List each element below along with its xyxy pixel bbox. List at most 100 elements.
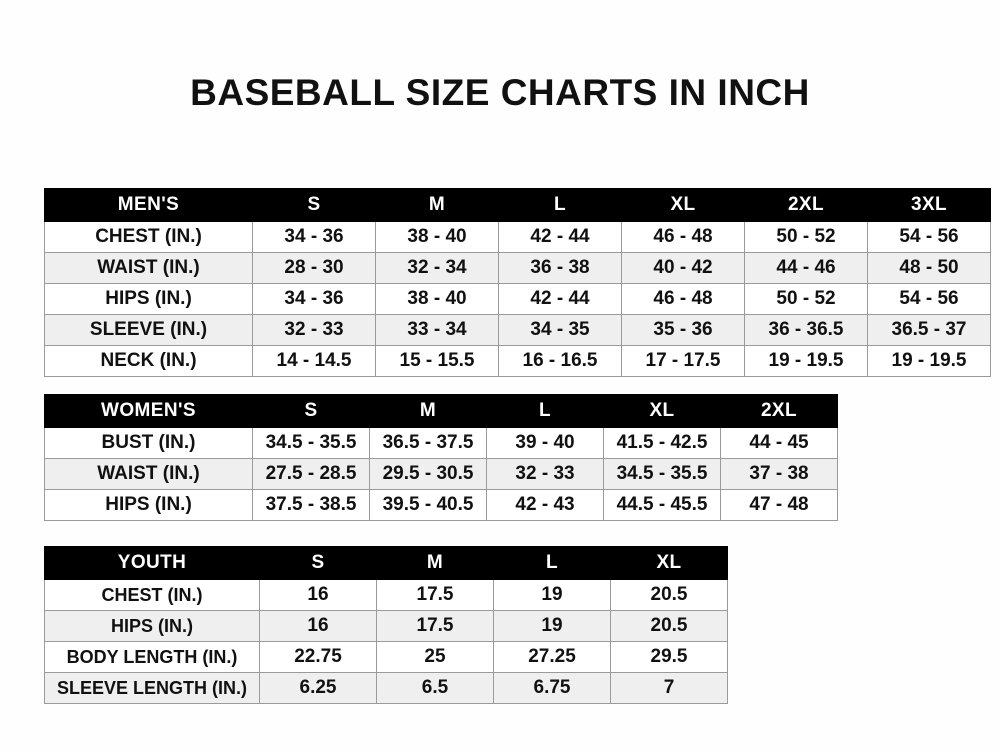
womens-hips-xl: 44.5 - 45.5	[603, 489, 721, 521]
womens-bust-m: 36.5 - 37.5	[369, 427, 487, 459]
mens-chest-l: 42 - 44	[498, 221, 622, 253]
youth-row-label-chest: CHEST (IN.)	[44, 579, 260, 611]
mens-sleeve-3xl: 36.5 - 37	[867, 314, 991, 346]
table-row: HIPS (IN.) 34 - 36 38 - 40 42 - 44 46 - …	[44, 283, 991, 315]
womens-row-label-hips: HIPS (IN.)	[44, 489, 253, 521]
mens-neck-xl: 17 - 17.5	[621, 345, 745, 377]
youth-sleeve-length-s: 6.25	[259, 672, 377, 704]
mens-column-header-3xl: 3XL	[867, 188, 991, 222]
womens-hips-s: 37.5 - 38.5	[252, 489, 370, 521]
youth-hips-xl: 20.5	[610, 610, 728, 642]
mens-chest-3xl: 54 - 56	[867, 221, 991, 253]
mens-waist-m: 32 - 34	[375, 252, 499, 284]
mens-chest-xl: 46 - 48	[621, 221, 745, 253]
mens-row-label-hips: HIPS (IN.)	[44, 283, 253, 315]
womens-header-label: WOMEN'S	[44, 394, 253, 428]
youth-body-length-l: 27.25	[493, 641, 611, 673]
mens-table-body: CHEST (IN.) 34 - 36 38 - 40 42 - 44 46 -…	[44, 221, 991, 377]
youth-row-label-hips: HIPS (IN.)	[44, 610, 260, 642]
womens-bust-xl: 41.5 - 42.5	[603, 427, 721, 459]
mens-sleeve-l: 34 - 35	[498, 314, 622, 346]
youth-header-label: YOUTH	[44, 546, 260, 580]
mens-sleeve-m: 33 - 34	[375, 314, 499, 346]
mens-hips-3xl: 54 - 56	[867, 283, 991, 315]
table-row: CHEST (IN.) 16 17.5 19 20.5	[44, 579, 728, 611]
table-row: WAIST (IN.) 27.5 - 28.5 29.5 - 30.5 32 -…	[44, 458, 838, 490]
youth-body-length-m: 25	[376, 641, 494, 673]
womens-bust-l: 39 - 40	[486, 427, 604, 459]
mens-hips-l: 42 - 44	[498, 283, 622, 315]
youth-column-header-m: M	[376, 546, 494, 580]
mens-column-header-s: S	[252, 188, 376, 222]
womens-hips-2xl: 47 - 48	[720, 489, 838, 521]
youth-sleeve-length-l: 6.75	[493, 672, 611, 704]
mens-column-header-xl: XL	[621, 188, 745, 222]
womens-bust-s: 34.5 - 35.5	[252, 427, 370, 459]
womens-column-header-s: S	[252, 394, 370, 428]
mens-column-header-2xl: 2XL	[744, 188, 868, 222]
womens-hips-l: 42 - 43	[486, 489, 604, 521]
womens-size-table: WOMEN'S S M L XL 2XL BUST (IN.) 34.5 - 3…	[44, 394, 838, 521]
womens-waist-xl: 34.5 - 35.5	[603, 458, 721, 490]
table-row: SLEEVE (IN.) 32 - 33 33 - 34 34 - 35 35 …	[44, 314, 991, 346]
youth-chest-m: 17.5	[376, 579, 494, 611]
mens-column-header-l: L	[498, 188, 622, 222]
mens-hips-2xl: 50 - 52	[744, 283, 868, 315]
womens-waist-m: 29.5 - 30.5	[369, 458, 487, 490]
page-title: BASEBALL SIZE CHARTS IN INCH	[190, 72, 810, 113]
table-row: HIPS (IN.) 37.5 - 38.5 39.5 - 40.5 42 - …	[44, 489, 838, 521]
mens-column-header-m: M	[375, 188, 499, 222]
table-row: NECK (IN.) 14 - 14.5 15 - 15.5 16 - 16.5…	[44, 345, 991, 377]
youth-chest-s: 16	[259, 579, 377, 611]
mens-chest-s: 34 - 36	[252, 221, 376, 253]
youth-sleeve-length-xl: 7	[610, 672, 728, 704]
youth-column-header-s: S	[259, 546, 377, 580]
table-header-row: YOUTH S M L XL	[44, 546, 728, 580]
mens-sleeve-2xl: 36 - 36.5	[744, 314, 868, 346]
youth-hips-l: 19	[493, 610, 611, 642]
mens-row-label-sleeve: SLEEVE (IN.)	[44, 314, 253, 346]
youth-body-length-xl: 29.5	[610, 641, 728, 673]
womens-hips-m: 39.5 - 40.5	[369, 489, 487, 521]
table-row: SLEEVE LENGTH (IN.) 6.25 6.5 6.75 7	[44, 672, 728, 704]
mens-sleeve-s: 32 - 33	[252, 314, 376, 346]
youth-column-header-l: L	[493, 546, 611, 580]
mens-row-label-waist: WAIST (IN.)	[44, 252, 253, 284]
womens-bust-2xl: 44 - 45	[720, 427, 838, 459]
womens-table-body: BUST (IN.) 34.5 - 35.5 36.5 - 37.5 39 - …	[44, 427, 838, 521]
womens-table-header: WOMEN'S S M L XL 2XL	[44, 394, 838, 428]
youth-body-length-s: 22.75	[259, 641, 377, 673]
mens-table-header: MEN'S S M L XL 2XL 3XL	[44, 188, 991, 222]
mens-hips-s: 34 - 36	[252, 283, 376, 315]
mens-neck-s: 14 - 14.5	[252, 345, 376, 377]
mens-waist-2xl: 44 - 46	[744, 252, 868, 284]
youth-table-body: CHEST (IN.) 16 17.5 19 20.5 HIPS (IN.) 1…	[44, 579, 728, 704]
mens-hips-m: 38 - 40	[375, 283, 499, 315]
youth-row-label-body-length: BODY LENGTH (IN.)	[44, 641, 260, 673]
table-row: BUST (IN.) 34.5 - 35.5 36.5 - 37.5 39 - …	[44, 427, 838, 459]
youth-chest-l: 19	[493, 579, 611, 611]
mens-row-label-neck: NECK (IN.)	[44, 345, 253, 377]
womens-waist-s: 27.5 - 28.5	[252, 458, 370, 490]
mens-header-label: MEN'S	[44, 188, 253, 222]
table-row: CHEST (IN.) 34 - 36 38 - 40 42 - 44 46 -…	[44, 221, 991, 253]
table-row: BODY LENGTH (IN.) 22.75 25 27.25 29.5	[44, 641, 728, 673]
womens-column-header-xl: XL	[603, 394, 721, 428]
mens-size-table: MEN'S S M L XL 2XL 3XL CHEST (IN.) 34 - …	[44, 188, 991, 377]
youth-chest-xl: 20.5	[610, 579, 728, 611]
mens-chest-2xl: 50 - 52	[744, 221, 868, 253]
mens-hips-xl: 46 - 48	[621, 283, 745, 315]
mens-waist-l: 36 - 38	[498, 252, 622, 284]
womens-column-header-2xl: 2XL	[720, 394, 838, 428]
womens-row-label-bust: BUST (IN.)	[44, 427, 253, 459]
womens-waist-2xl: 37 - 38	[720, 458, 838, 490]
mens-neck-2xl: 19 - 19.5	[744, 345, 868, 377]
womens-column-header-l: L	[486, 394, 604, 428]
table-header-row: WOMEN'S S M L XL 2XL	[44, 394, 838, 428]
youth-size-table: YOUTH S M L XL CHEST (IN.) 16 17.5 19 20…	[44, 546, 728, 704]
mens-waist-xl: 40 - 42	[621, 252, 745, 284]
womens-row-label-waist: WAIST (IN.)	[44, 458, 253, 490]
youth-hips-m: 17.5	[376, 610, 494, 642]
youth-row-label-sleeve-length: SLEEVE LENGTH (IN.)	[44, 672, 260, 704]
